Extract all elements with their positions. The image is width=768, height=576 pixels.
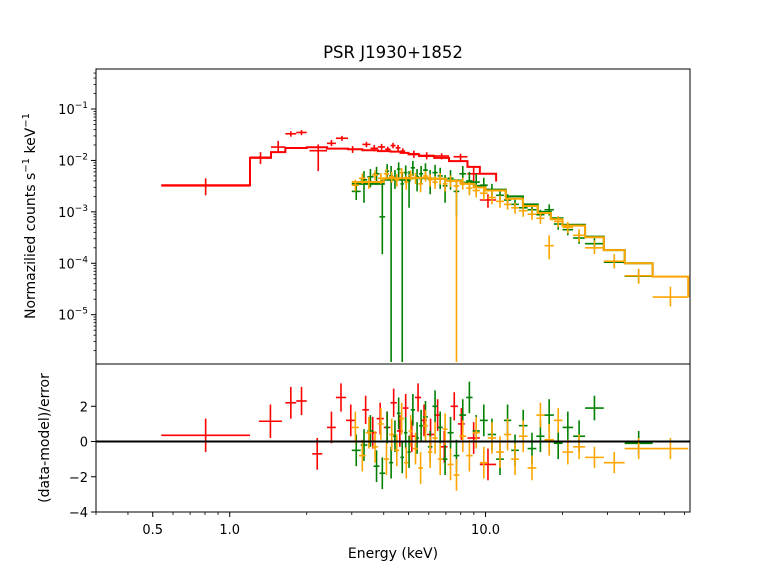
tick-exponent: −2 <box>75 152 88 162</box>
tick-exponent: −1 <box>75 101 88 111</box>
residual-y-ticks: −4 −2 0 2 <box>69 400 96 521</box>
residual-panel-frame <box>95 363 691 513</box>
red-model-line <box>161 146 498 187</box>
tick-base: 10 <box>58 154 75 169</box>
x-axis-label: Energy (keV) <box>348 546 438 562</box>
residual-y-axis-label: (data-model)/error <box>37 373 53 503</box>
xtick-label-1: 1.0 <box>219 523 240 538</box>
bottom-ytick-label-2: 0 <box>80 436 88 451</box>
spectrum-y-ticks: 10−510−410−310−210−1 <box>58 72 96 352</box>
spectrum-y-axis-label: Normazilied counts s−1 keV−1 <box>21 113 39 319</box>
series-red <box>161 130 498 208</box>
tick-exponent: −5 <box>75 307 88 317</box>
tick-base: 10 <box>58 206 75 221</box>
bottom-ytick-label-3: 2 <box>80 400 88 415</box>
ylabel-unit: keV <box>23 127 39 158</box>
chart-title: PSR J1930+1852 <box>323 43 463 62</box>
spectrum-series <box>161 130 690 363</box>
spectrum-panel-frame <box>95 68 691 365</box>
tick-base: 10 <box>58 103 75 118</box>
bottom-ytick-label-1: −2 <box>69 471 88 486</box>
residual-series-orange <box>351 402 689 491</box>
tick-exponent: −3 <box>75 204 88 214</box>
energy-x-ticks: 0.5 1.0 10.0 <box>95 512 685 538</box>
tick-exponent: −4 <box>75 255 89 265</box>
tick-base: 10 <box>58 309 75 324</box>
orange-model-line <box>351 176 690 298</box>
ylabel-exponent-2: −1 <box>21 113 32 128</box>
top-ytick-label-2: 10−3 <box>58 204 88 221</box>
top-ytick-label-0: 10−5 <box>58 307 88 324</box>
top-ytick-label-4: 10−1 <box>58 101 88 118</box>
spectrum-plot-area <box>161 130 690 363</box>
tick-base: 10 <box>58 257 75 272</box>
top-ytick-label-1: 10−4 <box>58 255 88 272</box>
residual-series <box>161 381 689 491</box>
spectrum-panel: 10−510−410−310−210−1 Normazilied counts … <box>21 68 691 365</box>
ylabel-exponent-1: −1 <box>21 158 32 173</box>
xtick-label-0: 0.5 <box>142 523 163 538</box>
ylabel-main: Normazilied counts s <box>23 173 39 319</box>
residual-series-red <box>161 383 497 481</box>
residual-panel: −4 −2 0 2 (data-model)/error <box>37 363 691 521</box>
xtick-label-2: 10.0 <box>471 523 500 538</box>
top-ytick-label-3: 10−2 <box>58 152 88 169</box>
bottom-ytick-label-0: −4 <box>69 506 88 521</box>
series-orange <box>351 168 690 363</box>
